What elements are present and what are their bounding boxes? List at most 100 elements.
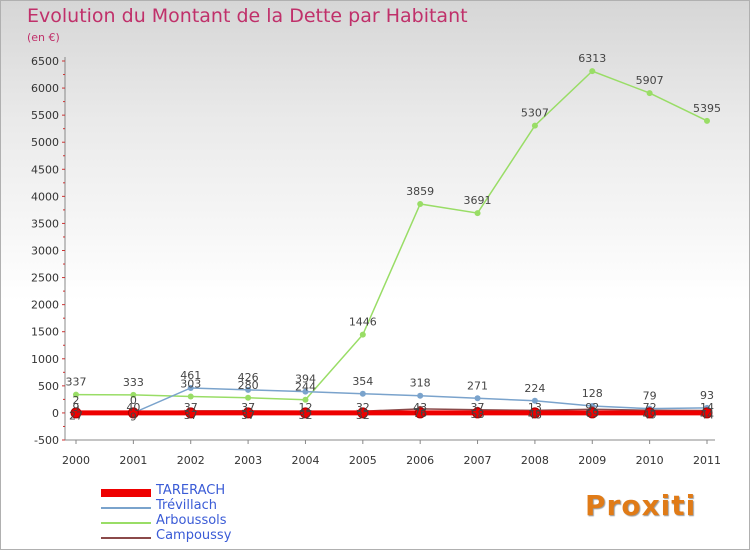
data-label: 27 (69, 409, 83, 422)
data-point (586, 407, 598, 419)
data-label: 0 (130, 394, 137, 407)
data-point (417, 200, 424, 207)
data-point (127, 407, 139, 419)
data-label: 224 (524, 382, 545, 395)
data-label: 43 (413, 401, 427, 414)
y-tick-label: 0 (52, 407, 59, 420)
data-point (531, 122, 538, 129)
data-label: 6313 (578, 52, 606, 65)
data-label: 44 (700, 409, 714, 422)
x-tick-label: 2001 (119, 454, 147, 467)
data-point (529, 407, 541, 419)
data-point (130, 391, 137, 398)
data-point (359, 390, 366, 397)
data-label: 37 (241, 401, 255, 414)
data-point (704, 117, 710, 124)
x-tick-label: 2006 (406, 454, 434, 467)
data-label: 14 (700, 401, 714, 414)
series-line-arboussols (75, 70, 708, 401)
x-tick-label: 2003 (234, 454, 262, 467)
x-tick-label: 2010 (636, 454, 664, 467)
y-tick-label: 4000 (31, 190, 59, 203)
data-label: 72 (643, 401, 657, 414)
y-tick-label: 6000 (31, 82, 59, 95)
x-tick-label: 2007 (464, 454, 492, 467)
y-tick-label: 3500 (31, 217, 59, 230)
x-tick-label: 2008 (521, 454, 549, 467)
data-label: 79 (643, 390, 657, 403)
data-label: 244 (295, 381, 316, 394)
data-point (414, 407, 426, 419)
data-point (242, 407, 254, 419)
data-label: 37 (471, 401, 485, 414)
data-point (245, 386, 252, 393)
data-label: 40 (126, 401, 140, 414)
data-point (531, 397, 538, 404)
data-point (245, 394, 252, 401)
y-tick-label: 2500 (31, 272, 59, 285)
data-label: 37 (241, 409, 255, 422)
series-line-trévillach (76, 387, 708, 414)
data-label: 32 (298, 409, 312, 422)
chart-legend: TARERACH Trévillach Arboussols Campoussy (101, 483, 301, 545)
data-point (474, 210, 481, 217)
x-tick-label: 2005 (349, 454, 377, 467)
data-label: 337 (66, 376, 87, 389)
data-point (357, 407, 369, 419)
data-label: 280 (238, 379, 259, 392)
data-point (644, 407, 656, 419)
data-label: 76 (413, 407, 427, 420)
data-label: 318 (410, 377, 431, 390)
legend-swatch (101, 537, 151, 539)
y-tick-label: 4500 (31, 163, 59, 176)
data-label: 69 (585, 407, 599, 420)
data-label: 9 (130, 410, 137, 423)
data-point (185, 407, 197, 419)
data-label: 3859 (406, 185, 434, 198)
data-label: 354 (352, 375, 373, 388)
x-tick-label: 2000 (62, 454, 90, 467)
legend-label: Trévillach (156, 498, 217, 513)
y-tick-label: 6500 (31, 55, 59, 68)
data-point (73, 391, 79, 398)
data-point (302, 396, 309, 403)
legend-swatch (101, 507, 151, 509)
data-label: 3691 (464, 194, 492, 207)
data-point (302, 388, 309, 395)
y-tick-label: 1500 (31, 326, 59, 339)
chart-title: Evolution du Montant de la Dette par Hab… (27, 5, 468, 27)
y-tick-label: 2000 (31, 299, 59, 312)
data-label: 2 (73, 394, 80, 407)
data-label: 32 (356, 409, 370, 422)
x-tick-label: 2004 (291, 454, 319, 467)
data-label: 271 (467, 379, 488, 392)
legend-swatch (101, 522, 151, 524)
proxiti-logo: Proxiti (585, 489, 697, 522)
x-tick-label: 2011 (693, 454, 721, 467)
data-point (701, 407, 713, 419)
y-tick-label: 500 (38, 380, 59, 393)
data-label: 5907 (636, 74, 664, 87)
data-label: 58 (471, 408, 485, 421)
x-tick-label: 2009 (578, 454, 606, 467)
data-label: 12 (298, 401, 312, 414)
data-label: 426 (238, 371, 259, 384)
data-label: 93 (700, 389, 714, 402)
legend-item: Campoussy (101, 528, 301, 545)
legend-item: TARERACH (101, 483, 301, 500)
data-label: 128 (582, 387, 603, 400)
data-label: 92 (585, 401, 599, 414)
legend-swatch (101, 489, 151, 497)
legend-item: Trévillach (101, 498, 301, 515)
legend-item: Arboussols (101, 513, 301, 530)
data-point (646, 90, 653, 97)
x-tick-label: 2002 (177, 454, 205, 467)
data-label: 13 (528, 401, 542, 414)
chart-subtitle: (en €) (27, 31, 60, 44)
y-tick-label: 1000 (31, 353, 59, 366)
data-label: 1446 (349, 316, 377, 329)
data-point (474, 395, 481, 402)
data-label: 461 (180, 369, 201, 382)
legend-label: Arboussols (156, 513, 227, 528)
data-point (589, 68, 596, 75)
